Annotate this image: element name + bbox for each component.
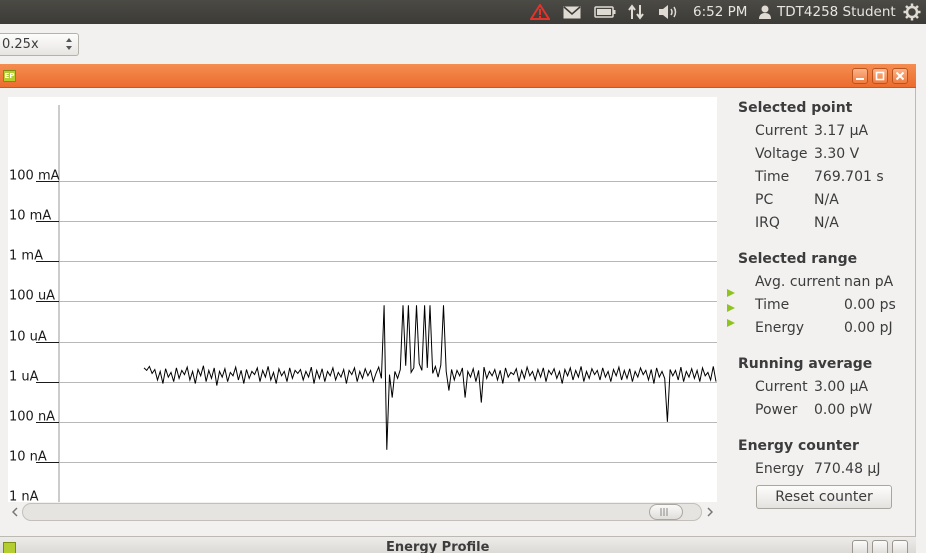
spin-arrows-icon xyxy=(66,38,72,50)
desktop-edge xyxy=(916,24,926,553)
scroll-left-icon[interactable] xyxy=(12,507,18,517)
range-marker-icon xyxy=(727,319,735,327)
maximize-button[interactable] xyxy=(872,540,888,553)
minimize-button[interactable] xyxy=(852,68,868,84)
ra-power-value: 0.00 pW xyxy=(814,402,873,418)
current-graph[interactable]: 100 mA 10 mA 1 mA 100 uA 10 uA 1 uA 100 nA 10 n… xyxy=(8,97,717,502)
maximize-icon xyxy=(875,71,885,81)
user-icon xyxy=(758,3,772,21)
sp-voltage-label: Voltage xyxy=(755,146,808,162)
current-plot[interactable]: 100 mA 10 mA 1 mA 100 uA 10 uA 1 uA 100 nA 10 n… xyxy=(8,97,717,502)
sp-irq-value: N/A xyxy=(814,215,839,231)
maximize-button[interactable] xyxy=(872,68,888,84)
mail-icon[interactable] xyxy=(561,3,583,21)
info-panel: Selected point Current 3.17 μA Voltage 3… xyxy=(720,90,916,530)
zoom-value: 0.25x xyxy=(2,37,39,52)
graph-scrollbar[interactable] xyxy=(8,502,718,522)
sp-pc-label: PC xyxy=(755,192,774,208)
network-icon[interactable] xyxy=(626,3,646,21)
y-tick-label: 100 uA xyxy=(9,289,55,304)
sr-avg-current-value: nan pA xyxy=(844,274,894,290)
sr-time-label: Time xyxy=(755,297,790,313)
sr-energy-value: 0.00 pJ xyxy=(844,320,893,336)
energy-counter-title: Energy counter xyxy=(738,438,859,454)
sp-time-value: 769.701 s xyxy=(814,169,884,185)
scroll-thumb[interactable] xyxy=(648,504,683,520)
y-tick-label: 10 nA xyxy=(9,450,47,465)
window-title: Energy Profile xyxy=(386,540,490,553)
sp-time-label: Time xyxy=(755,169,790,185)
window-titlebar[interactable]: EP xyxy=(0,64,916,88)
scroll-right-icon[interactable] xyxy=(707,507,713,517)
ra-current-label: Current xyxy=(755,379,808,395)
range-marker-icon xyxy=(727,304,735,312)
sp-voltage-value: 3.30 V xyxy=(814,146,860,162)
zoom-select[interactable]: 0.25x xyxy=(0,33,79,56)
app-icon xyxy=(3,542,16,553)
app-icon: EP xyxy=(3,70,16,82)
y-tick-label: 10 mA xyxy=(9,209,51,224)
sp-irq-label: IRQ xyxy=(755,215,780,231)
reset-counter-button[interactable]: Reset counter xyxy=(756,485,892,509)
volume-icon[interactable] xyxy=(657,3,681,21)
user-name[interactable]: TDT4258 Student xyxy=(777,4,896,20)
y-tick-label: 100 mA xyxy=(9,169,60,184)
close-icon xyxy=(895,71,905,81)
y-tick-label: 1 nA xyxy=(9,490,39,503)
current-series-line[interactable] xyxy=(143,305,717,450)
sp-current-value: 3.17 μA xyxy=(814,123,869,139)
top-panel: 6:52 PM TDT4258 Student xyxy=(0,0,926,24)
y-tick-label: 100 nA xyxy=(9,410,55,425)
grip-icon xyxy=(660,508,668,516)
range-marker-icon xyxy=(727,289,735,297)
selected-range-title: Selected range xyxy=(738,251,858,267)
warning-icon[interactable] xyxy=(529,3,551,21)
clock-time[interactable]: 6:52 PM xyxy=(693,4,748,20)
sp-pc-value: N/A xyxy=(814,192,839,208)
minimize-icon xyxy=(856,78,864,80)
ra-current-value: 3.00 μA xyxy=(814,379,869,395)
y-tick-label: 10 uA xyxy=(9,330,47,345)
ec-energy-value: 770.48 μJ xyxy=(814,461,881,477)
sp-current-label: Current xyxy=(755,123,808,139)
y-tick-label: 1 mA xyxy=(9,249,43,264)
selected-point-title: Selected point xyxy=(738,100,853,116)
sr-time-value: 0.00 ps xyxy=(844,297,896,313)
sr-avg-current-label: Avg. current xyxy=(755,274,841,290)
sr-energy-label: Energy xyxy=(755,320,805,336)
ec-energy-label: Energy xyxy=(755,461,805,477)
running-average-title: Running average xyxy=(738,356,873,372)
energy-profile-window[interactable]: Energy Profile xyxy=(0,536,916,553)
minimize-button[interactable] xyxy=(852,540,868,553)
power-gear-icon[interactable] xyxy=(902,3,922,21)
ra-power-label: Power xyxy=(755,402,798,418)
close-button[interactable] xyxy=(892,68,908,84)
y-tick-label: 1 uA xyxy=(9,370,39,385)
close-button[interactable] xyxy=(892,540,908,553)
battery-icon[interactable] xyxy=(593,3,617,21)
toolbar xyxy=(0,24,926,64)
scroll-trough[interactable] xyxy=(22,503,702,521)
